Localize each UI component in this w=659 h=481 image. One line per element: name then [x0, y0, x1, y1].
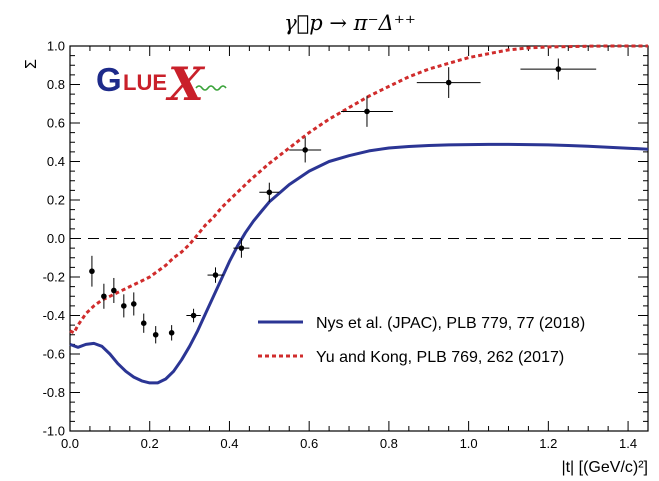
data-point	[101, 283, 107, 309]
data-point	[520, 58, 597, 80]
data-point	[207, 267, 224, 283]
y-tick-label: 0.4	[47, 154, 65, 169]
y-tick-label: 1.0	[47, 39, 65, 54]
gluex-logo: G LUE X	[96, 57, 227, 111]
y-tick-label: -0.4	[43, 308, 65, 323]
points-layer	[89, 58, 597, 344]
y-tick-label: -0.6	[43, 347, 65, 362]
data-marker	[152, 331, 159, 338]
x-axis-title: |t| [(GeV/c)²]	[561, 459, 648, 476]
data-point	[111, 277, 117, 303]
x-tick-label: 1.4	[619, 436, 637, 451]
data-point	[416, 67, 481, 98]
logo-letter-x: X	[165, 57, 206, 111]
data-marker	[445, 79, 452, 86]
ticks-layer: 0.0 0.2 0.4 0.6 0.8 1.0 1.2 1.4 -1.0 -0.8 -0.6 -0.4…	[43, 39, 649, 451]
curves-layer	[69, 44, 649, 385]
data-point	[89, 255, 95, 287]
data-point	[341, 96, 393, 127]
x-tick-label: 0.6	[300, 436, 318, 451]
data-point	[121, 294, 127, 318]
y-tick-label: 0.0	[47, 231, 65, 246]
logo-wave-icon	[195, 85, 227, 91]
data-marker	[238, 245, 245, 251]
data-marker	[555, 66, 562, 72]
data-marker	[302, 147, 308, 153]
data-point	[289, 137, 322, 163]
data-point	[259, 182, 280, 202]
x-tick-label: 0.8	[380, 436, 398, 451]
y-tick-label: 0.6	[47, 116, 65, 131]
data-marker	[266, 189, 273, 196]
logo-letter-g: G	[96, 61, 122, 98]
data-point	[233, 238, 250, 258]
y-tick-label: 0.2	[47, 193, 65, 208]
data-marker	[212, 272, 219, 278]
x-tick-label: 1.0	[460, 436, 478, 451]
chart-title: γ⃗p → π⁻Δ⁺⁺	[284, 11, 416, 35]
x-tick-label: 0.4	[220, 436, 238, 451]
y-tick-label: -0.2	[43, 270, 65, 285]
data-marker	[121, 303, 127, 309]
data-point	[152, 326, 159, 344]
data-marker	[130, 301, 137, 307]
data-marker	[190, 312, 197, 319]
x-tick-label: 1.2	[539, 436, 557, 451]
y-tick-label: 0.8	[47, 77, 65, 92]
data-marker	[140, 320, 147, 327]
data-marker	[89, 268, 95, 275]
legend: Nys et al. (JPAC), PLB 779, 77 (2018) Yu…	[258, 315, 585, 366]
data-marker	[101, 293, 107, 300]
data-point	[130, 292, 137, 316]
y-axis-title: Σ	[23, 59, 40, 69]
data-point	[140, 313, 147, 333]
legend-label-jpac: Nys et al. (JPAC), PLB 779, 77 (2018)	[316, 315, 585, 332]
data-point	[186, 308, 201, 323]
y-tick-label: -1.0	[43, 424, 65, 439]
x-tick-label: 0.2	[141, 436, 159, 451]
legend-label-yu-kong: Yu and Kong, PLB 769, 262 (2017)	[316, 349, 564, 366]
series-jpac-curve	[69, 142, 649, 385]
x-tick-label: 0.0	[61, 436, 79, 451]
y-tick-label: -0.8	[43, 385, 65, 400]
data-marker	[168, 330, 175, 336]
series-yu-kong-curve	[69, 44, 648, 335]
data-marker	[364, 108, 370, 115]
data-point	[168, 325, 175, 341]
data-marker	[111, 287, 117, 294]
logo-letters-lue: LUE	[123, 70, 167, 95]
